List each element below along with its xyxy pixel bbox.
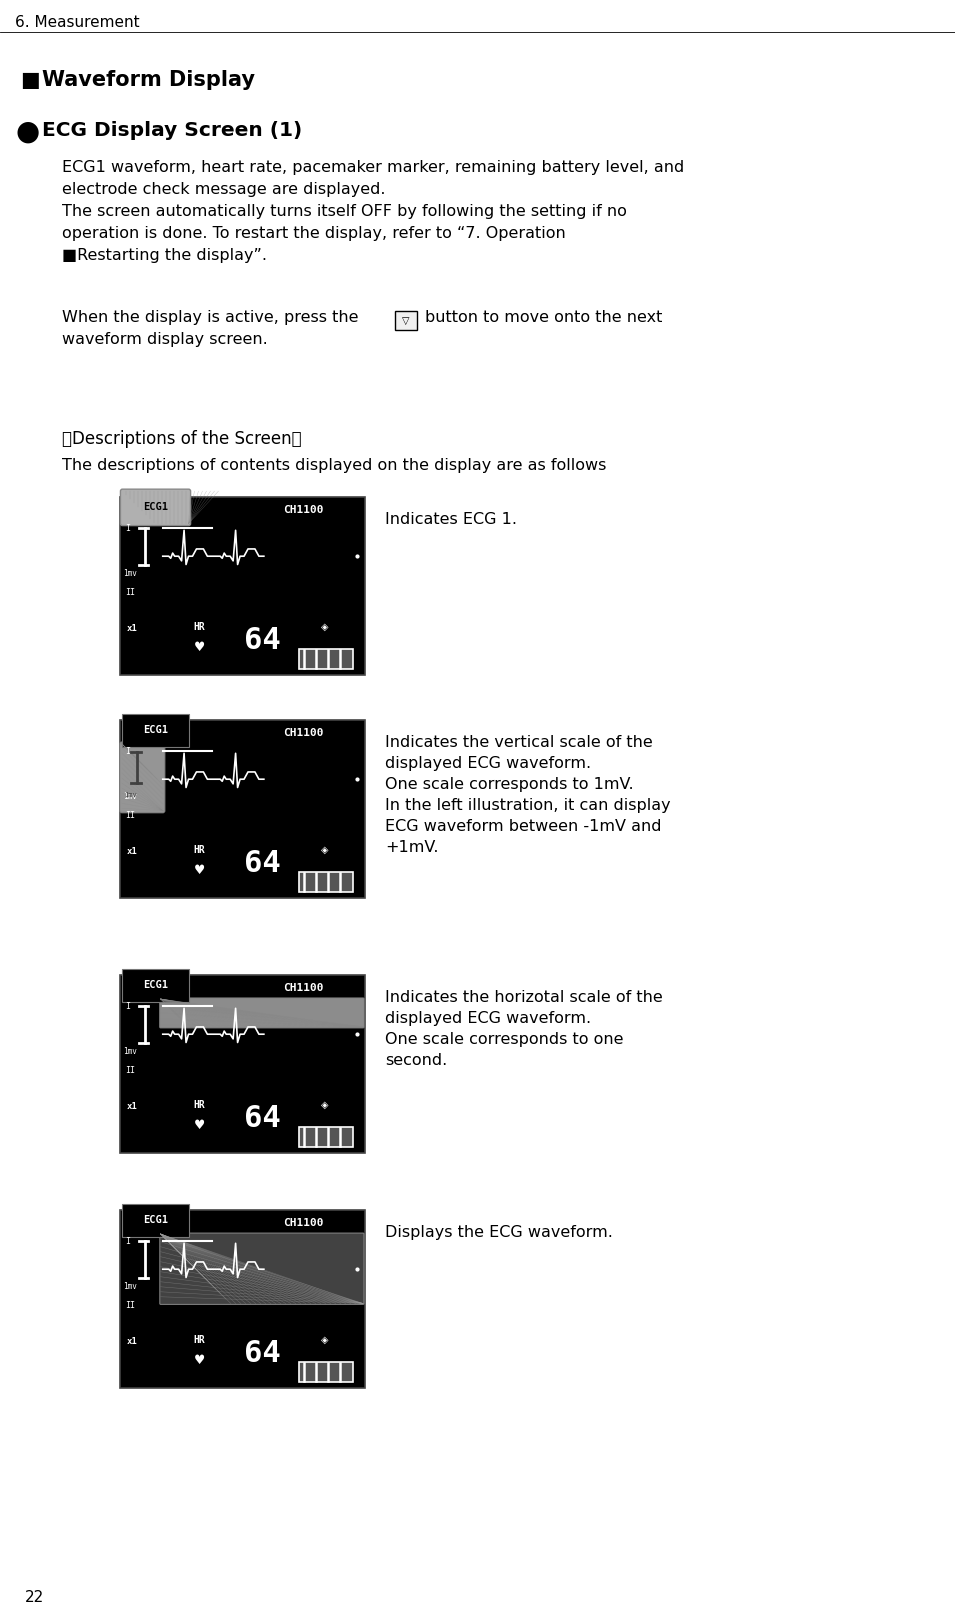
Text: operation is done. To restart the display, refer to “7. Operation: operation is done. To restart the displa… [62,226,565,242]
Text: x1: x1 [127,1337,138,1347]
Bar [120,1210,365,1389]
Text: ECG1: ECG1 [143,981,168,991]
Text: Displays the ECG waveform.: Displays the ECG waveform. [385,1224,613,1240]
Text: Indicates ECG 1.: Indicates ECG 1. [385,512,517,527]
Text: ECG Display Screen (1): ECG Display Screen (1) [42,121,302,140]
Bar [120,498,365,675]
FancyBboxPatch shape [120,743,165,812]
Text: ECG1 waveform, heart rate, pacemaker marker, remaining battery level, and: ECG1 waveform, heart rate, pacemaker mar… [62,159,684,176]
Text: ◈: ◈ [321,1336,329,1345]
FancyBboxPatch shape [120,490,191,525]
Text: 1mv: 1mv [123,793,137,801]
Text: 1mv: 1mv [123,1282,137,1290]
Text: ♥: ♥ [194,1118,204,1133]
Text: HR: HR [194,1336,205,1345]
Bar [299,1128,352,1147]
Text: ●: ● [15,118,39,147]
Text: CH1100: CH1100 [284,1218,324,1228]
Text: I: I [125,524,130,533]
Bar [122,970,188,1002]
Text: HR: HR [194,622,205,632]
Text: When the display is active, press the: When the display is active, press the [62,309,358,325]
Text: I: I [125,748,130,756]
Text: Indicates the horizotal scale of the
displayed ECG waveform.
One scale correspon: Indicates the horizotal scale of the dis… [385,991,663,1068]
Text: The descriptions of contents displayed on the display are as follows: The descriptions of contents displayed o… [62,458,606,474]
Text: x1: x1 [127,1102,138,1112]
Text: I: I [125,1002,130,1010]
Text: 64: 64 [244,1104,281,1133]
Text: 1mv: 1mv [123,569,137,578]
Text: II: II [125,810,135,820]
Text: I: I [125,1237,130,1245]
Bar [299,649,352,669]
FancyBboxPatch shape [159,1232,364,1305]
Text: HR: HR [194,844,205,855]
Text: 64: 64 [244,849,281,878]
Text: ■Restarting the display”.: ■Restarting the display”. [62,248,267,263]
Bar [395,311,417,330]
Text: 6. Measurement: 6. Measurement [15,14,139,31]
Bar [122,1203,188,1237]
Text: Waveform Display: Waveform Display [42,69,255,90]
Text: ◈: ◈ [321,622,329,632]
Text: ECG1: ECG1 [143,725,168,735]
Text: 22: 22 [25,1590,44,1605]
Text: x1: x1 [127,623,138,633]
Bar [299,1361,352,1382]
Text: button to move onto the next: button to move onto the next [425,309,663,325]
Text: electrode check message are displayed.: electrode check message are displayed. [62,182,386,197]
Text: The screen automatically turns itself OFF by following the setting if no: The screen automatically turns itself OF… [62,205,626,219]
Text: ◈: ◈ [321,1100,329,1110]
Text: ♥: ♥ [194,863,204,876]
Text: ■: ■ [20,69,40,90]
Text: x1: x1 [127,847,138,855]
Bar [299,872,352,892]
Text: CH1100: CH1100 [284,728,324,738]
Text: CH1100: CH1100 [284,983,324,994]
Text: 64: 64 [244,625,281,654]
Text: 1mv: 1mv [124,793,137,797]
Text: CH1100: CH1100 [284,506,324,516]
Text: Indicates the vertical scale of the
displayed ECG waveform.
One scale correspond: Indicates the vertical scale of the disp… [385,735,670,855]
Bar [122,714,188,746]
Text: 1mv: 1mv [123,1047,137,1057]
Text: ▽: ▽ [402,316,410,325]
Bar [120,975,365,1153]
Text: ECG1: ECG1 [143,503,168,512]
Text: ♥: ♥ [194,641,204,654]
FancyBboxPatch shape [159,999,364,1028]
Text: ♥: ♥ [194,1353,204,1366]
Text: ECG1: ECG1 [143,1215,168,1226]
Text: HR: HR [194,1100,205,1110]
Text: II: II [125,1065,135,1075]
Text: 64: 64 [244,1339,281,1368]
Text: ◈: ◈ [321,844,329,855]
Text: II: II [125,588,135,596]
Text: waveform display screen.: waveform display screen. [62,332,267,346]
Bar [120,720,365,897]
Text: 『Descriptions of the Screen』: 『Descriptions of the Screen』 [62,430,302,448]
Text: II: II [125,1300,135,1310]
